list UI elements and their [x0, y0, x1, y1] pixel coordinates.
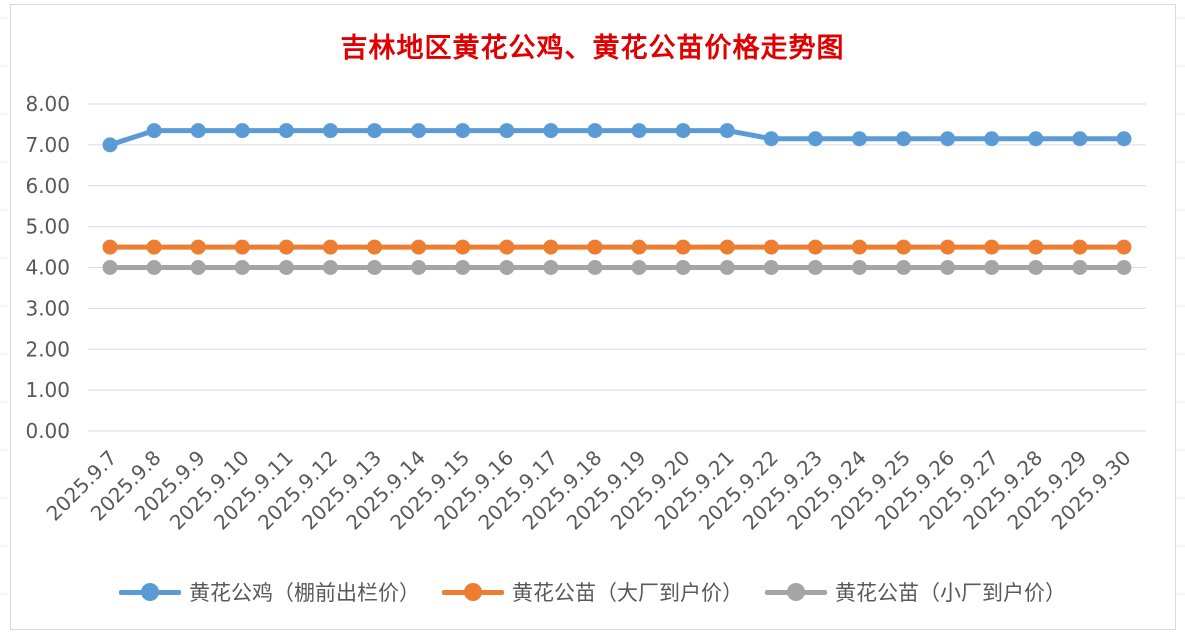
- data-point: [1072, 239, 1088, 255]
- legend-item-broiler-rooster: 黄花公鸡（棚前出栏价）: [119, 577, 420, 607]
- data-point: [984, 260, 1000, 275]
- legend-label: 黄花公苗（大厂到户价）: [512, 581, 743, 605]
- data-point: [1116, 239, 1132, 255]
- data-point: [719, 239, 735, 255]
- data-point: [190, 123, 206, 139]
- data-point: [940, 131, 956, 147]
- data-point: [587, 123, 603, 139]
- data-point: [411, 123, 427, 139]
- legend-item-chick-large-hatchery: 黄花公苗（大厂到户价）: [442, 577, 743, 607]
- data-point: [411, 260, 427, 275]
- data-point: [719, 260, 735, 275]
- data-point: [896, 260, 912, 275]
- data-point: [675, 260, 691, 275]
- data-point: [851, 131, 867, 147]
- data-point: [896, 131, 912, 147]
- data-point: [102, 239, 118, 255]
- data-point: [543, 260, 559, 275]
- data-point: [587, 239, 603, 255]
- data-point: [411, 239, 427, 255]
- data-point: [675, 239, 691, 255]
- legend-label: 黄花公苗（小厂到户价）: [835, 581, 1066, 605]
- data-point: [146, 123, 162, 139]
- data-point: [1028, 260, 1044, 275]
- data-point: [543, 239, 559, 255]
- data-point: [278, 239, 294, 255]
- data-point: [940, 260, 956, 275]
- data-point: [851, 239, 867, 255]
- data-point: [984, 239, 1000, 255]
- data-point: [146, 260, 162, 275]
- data-point: [763, 260, 779, 275]
- data-point: [1116, 131, 1132, 147]
- data-point: [587, 260, 603, 275]
- data-point: [1028, 239, 1044, 255]
- data-point: [102, 260, 118, 275]
- data-point: [278, 260, 294, 275]
- data-point: [102, 137, 118, 153]
- data-point: [455, 123, 471, 139]
- chart-title: 吉林地区黄花公鸡、黄花公苗价格走势图: [340, 33, 845, 64]
- data-point: [367, 239, 383, 255]
- data-point: [190, 239, 206, 255]
- data-point: [1072, 131, 1088, 147]
- series-line: [107, 128, 1127, 148]
- data-point: [190, 260, 206, 275]
- y-tick-label: 5.00: [25, 215, 70, 239]
- data-point: [940, 239, 956, 255]
- data-point: [146, 239, 162, 255]
- legend-swatch-gray: [765, 582, 827, 602]
- y-tick-label: 7.00: [25, 133, 70, 157]
- y-tick-label: 4.00: [25, 256, 70, 280]
- data-point: [719, 123, 735, 139]
- data-point: [631, 123, 647, 139]
- data-point: [1028, 131, 1044, 147]
- chart-area[interactable]: [10, 4, 1176, 630]
- data-point: [234, 239, 250, 255]
- data-point: [322, 239, 338, 255]
- series-2: [102, 260, 1132, 275]
- legend-item-chick-small-hatchery: 黄花公苗（小厂到户价）: [765, 577, 1066, 607]
- data-point: [675, 123, 691, 139]
- data-point: [631, 260, 647, 275]
- y-tick-label: 6.00: [25, 174, 70, 198]
- y-tick-label: 1.00: [25, 378, 70, 402]
- data-point: [322, 123, 338, 139]
- y-tick-label: 2.00: [25, 337, 70, 361]
- data-point: [499, 239, 515, 255]
- data-point: [763, 131, 779, 147]
- legend-label: 黄花公鸡（棚前出栏价）: [189, 581, 420, 605]
- data-point: [896, 239, 912, 255]
- data-point: [763, 239, 779, 255]
- series-1: [102, 239, 1132, 255]
- data-point: [367, 260, 383, 275]
- data-point: [499, 123, 515, 139]
- y-tick-label: 8.00: [25, 92, 70, 116]
- data-point: [278, 123, 294, 139]
- data-point: [455, 239, 471, 255]
- data-point: [631, 239, 647, 255]
- data-point: [984, 131, 1000, 147]
- data-point: [367, 123, 383, 139]
- data-point: [807, 131, 823, 147]
- data-point: [234, 123, 250, 139]
- data-point: [543, 123, 559, 139]
- data-point: [1116, 260, 1132, 275]
- y-tick-label: 0.00: [25, 419, 70, 443]
- data-point: [851, 260, 867, 275]
- data-point: [234, 260, 250, 275]
- data-point: [807, 260, 823, 275]
- legend-swatch-orange: [442, 582, 504, 602]
- data-point: [499, 260, 515, 275]
- legend-swatch-blue: [119, 582, 181, 602]
- data-point: [322, 260, 338, 275]
- data-point: [1072, 260, 1088, 275]
- data-point: [455, 260, 471, 275]
- series-0: [102, 123, 1132, 153]
- y-tick-label: 3.00: [25, 296, 70, 320]
- data-point: [807, 239, 823, 255]
- legend: 黄花公鸡（棚前出栏价） 黄花公苗（大厂到户价） 黄花公苗（小厂到户价）: [0, 574, 1185, 610]
